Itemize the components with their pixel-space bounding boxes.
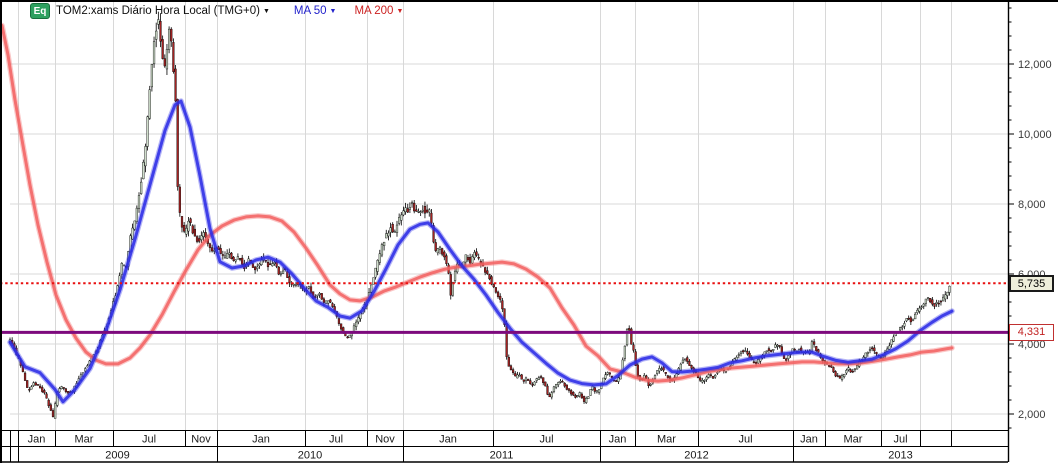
chevron-down-icon: ▼ xyxy=(262,7,270,15)
ma50-dropdown[interactable]: MA 50 ▼ xyxy=(294,5,337,17)
x-month-label: Jan xyxy=(609,434,627,446)
x-month-label: Mar xyxy=(657,434,676,446)
x-month-label: Nov xyxy=(375,434,395,446)
instrument-title: TOM2:xams Diário Hora Local (TMG+0) xyxy=(56,5,260,17)
y-tick-label: 4,000 xyxy=(1018,339,1046,351)
x-month-label: Nov xyxy=(191,434,211,446)
ma50-line xyxy=(7,98,955,405)
instrument-dropdown[interactable]: TOM2:xams Diário Hora Local (TMG+0) ▼ xyxy=(56,5,270,17)
x-month-label: Jan xyxy=(28,434,46,446)
x-year-label: 2012 xyxy=(684,450,708,462)
ma200-line xyxy=(0,22,955,384)
last-price-label: 5,735 xyxy=(1009,275,1054,292)
x-year-label: 2011 xyxy=(490,450,514,462)
chevron-down-icon: ▼ xyxy=(396,7,404,15)
x-year-label: 2009 xyxy=(105,450,129,462)
x-month-label: Jul xyxy=(738,434,752,446)
level-lines xyxy=(0,282,1008,334)
y-tick-label: 2,000 xyxy=(1018,409,1046,421)
ma50-label: MA 50 xyxy=(293,5,327,17)
x-month-label: Jul xyxy=(539,434,553,446)
ma200-label: MA 200 xyxy=(354,5,394,17)
x-month-label: Jul xyxy=(893,434,907,446)
window-top-border xyxy=(0,0,1058,2)
x-year-label: 2013 xyxy=(888,450,912,462)
x-month-label: Jan xyxy=(439,434,457,446)
window-left-border xyxy=(0,0,2,463)
x-year-label: 2010 xyxy=(298,450,322,462)
chart-header: Eq TOM2:xams Diário Hora Local (TMG+0) ▼… xyxy=(30,3,403,19)
chevron-down-icon: ▼ xyxy=(329,7,337,15)
x-month-label: Jan xyxy=(252,434,270,446)
equity-badge: Eq xyxy=(30,3,50,19)
x-month-label: Jan xyxy=(800,434,818,446)
x-month-label: Mar xyxy=(75,434,94,446)
x-axis: Jan Mar Jul Nov Jan Jul Nov Jan Jul Jan Mar Jul Jan M… xyxy=(0,430,1008,463)
x-month-label: Mar xyxy=(844,434,863,446)
x-month-label: Jul xyxy=(142,434,156,446)
y-tick-label: 12,000 xyxy=(1018,59,1052,71)
x-month-label: Jul xyxy=(329,434,343,446)
y-tick-label: 8,000 xyxy=(1018,199,1046,211)
level-line-label: 4,331 xyxy=(1009,324,1054,341)
ma200-dropdown[interactable]: MA 200 ▼ xyxy=(354,5,403,17)
y-tick-label: 10,000 xyxy=(1018,129,1052,141)
